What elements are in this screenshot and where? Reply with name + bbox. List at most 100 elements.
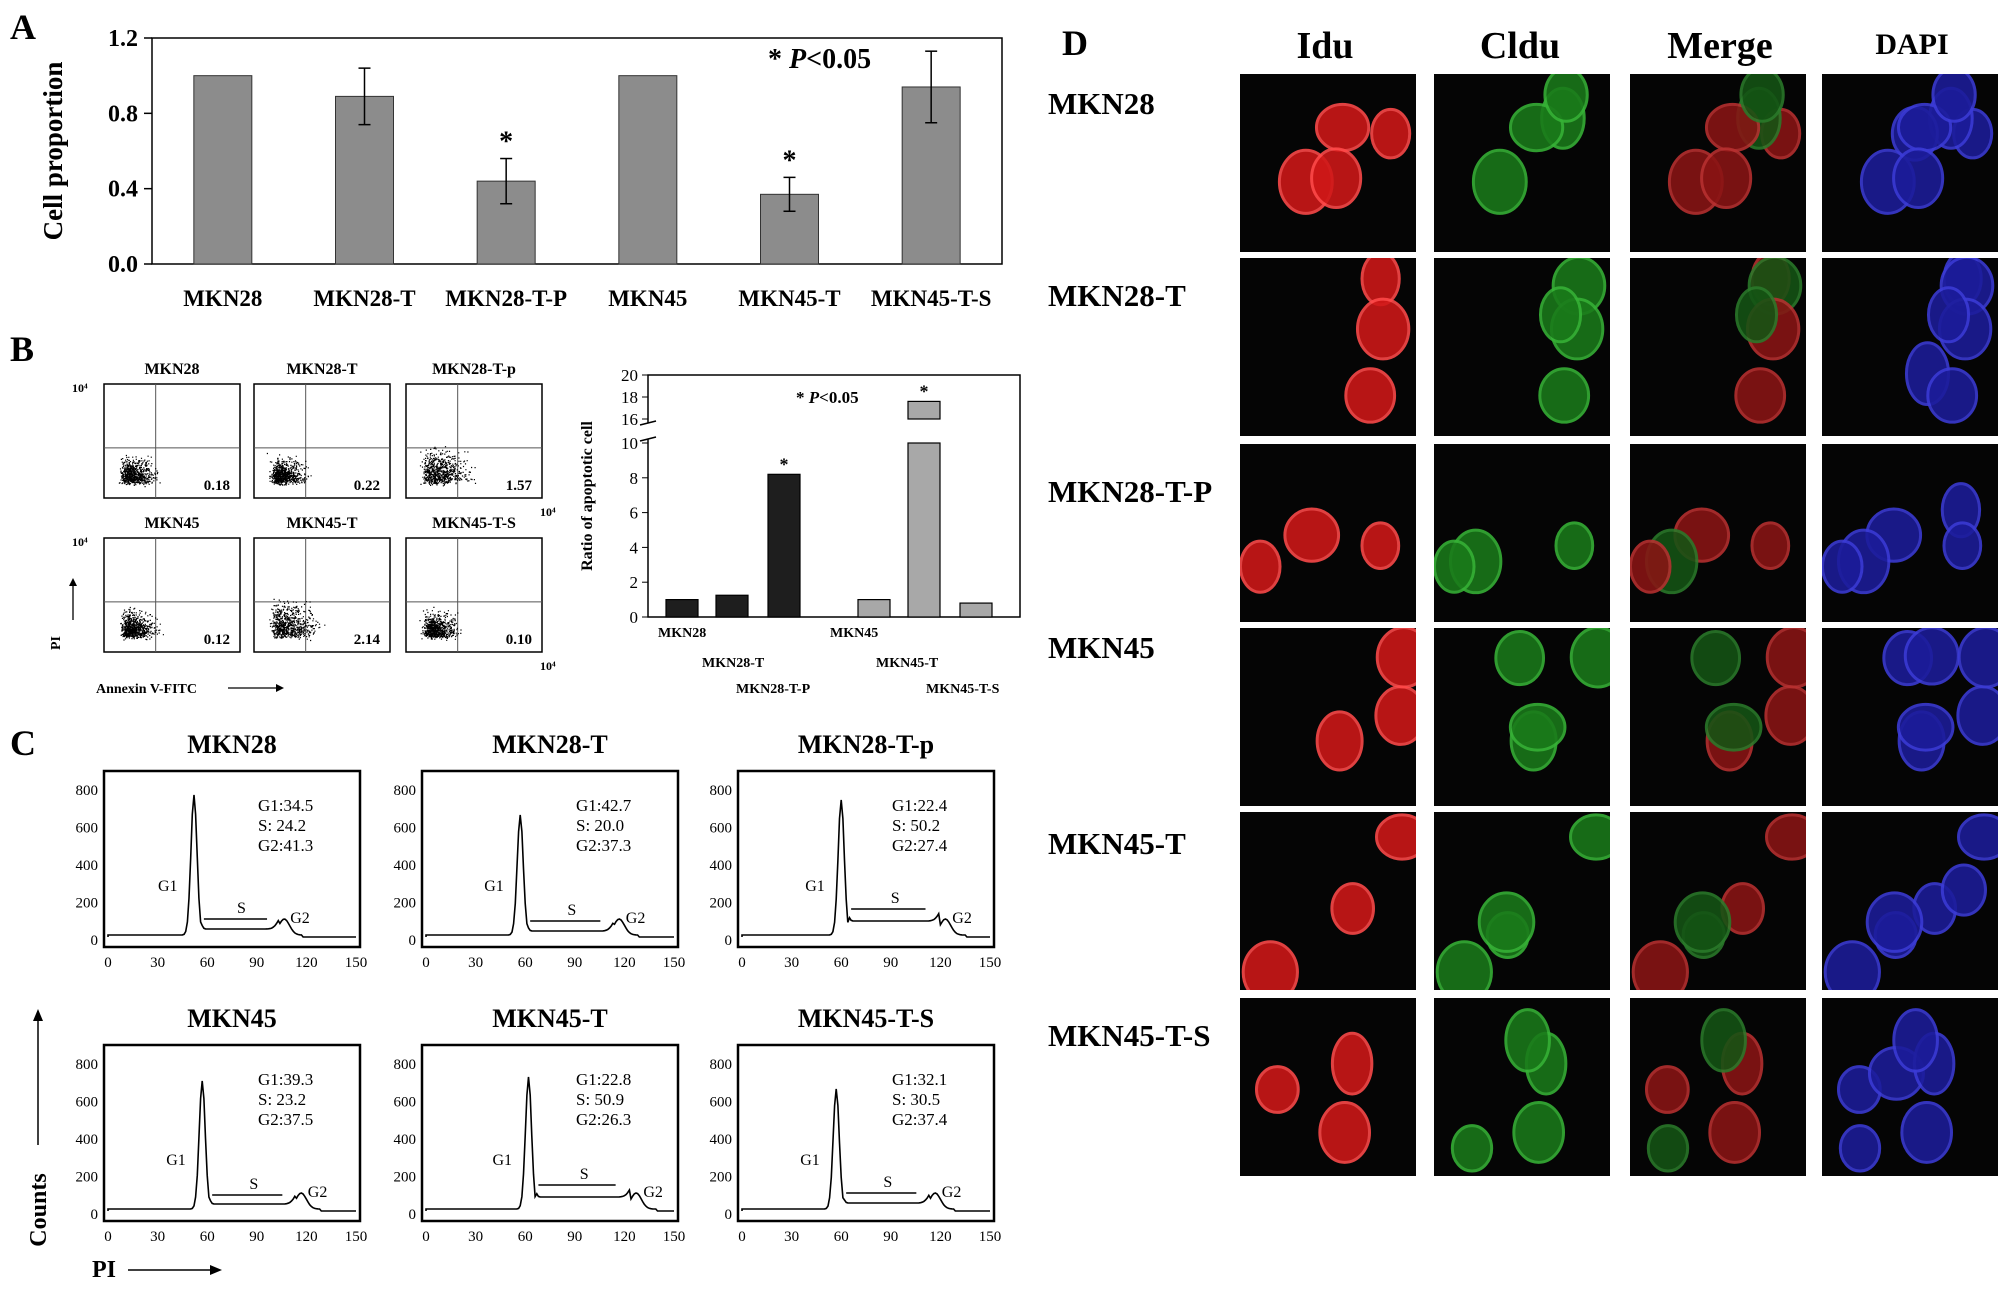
axis-break-mark: [639, 436, 657, 442]
x-tick-label: 60: [200, 1229, 215, 1245]
microscopy-image: [1240, 628, 1416, 806]
x-tick-label: MKN28-T: [313, 286, 415, 310]
cell-nucleus: [1765, 628, 1806, 689]
flow-plot: MKN28-T 0.22: [253, 361, 391, 499]
microscopy-image-content: [1494, 628, 1610, 772]
cell-nucleus: [1765, 813, 1806, 861]
y-scale-label: 10⁴: [72, 535, 88, 549]
axis-break-gap: [642, 423, 654, 439]
microscopy-image: [1240, 74, 1416, 252]
x-tick-label: 30: [468, 955, 483, 971]
y-tick-label: 6: [630, 504, 639, 523]
cell-nucleus: [1240, 539, 1282, 594]
microscopy-image: [1822, 812, 1998, 990]
histogram: MKN45 0 200 400 600 800 0 30 60 90 120 150 G1 S G2 G1:3…: [76, 1004, 368, 1245]
x-tick-label: 120: [929, 955, 952, 971]
significance-star: *: [783, 145, 797, 176]
microscopy-image: [1822, 998, 1998, 1176]
cell-nucleus: [1471, 148, 1528, 215]
microscopy-image: [1240, 998, 1416, 1176]
g2-stat: G2:27.4: [892, 836, 948, 855]
y-axis-label: Counts: [26, 1173, 52, 1246]
x-tick-label: 30: [784, 955, 799, 971]
microscopy-image-content: [1254, 1031, 1374, 1164]
flow-plot-title: MKN28: [144, 361, 199, 378]
g2-stat: G2:26.3: [576, 1110, 631, 1129]
bar-upper: [907, 400, 941, 420]
y-axis-label: PI: [49, 636, 64, 650]
peak-label: G1: [493, 1152, 513, 1169]
peak-label: G2: [290, 910, 310, 927]
microscopy-image-content: [1836, 1008, 1956, 1173]
x-tick-label: 90: [883, 1229, 898, 1245]
bar: [715, 594, 749, 618]
microscopy-image-content: [1344, 258, 1411, 424]
microscopy-image: [1240, 258, 1416, 436]
cell-nucleus: [1903, 628, 1960, 686]
g2-stat: G2:41.3: [258, 836, 313, 855]
flow-plot: MKN28-T-p 1.57 10⁴: [405, 361, 556, 519]
g2-stat: G2:37.5: [258, 1110, 313, 1129]
x-tick-label: 30: [150, 955, 165, 971]
peak-label: G2: [643, 1184, 663, 1201]
cell-nucleus: [1318, 1101, 1372, 1164]
cell-nucleus: [1374, 685, 1416, 746]
x-axis-label: Annexin V-FITC: [96, 682, 197, 697]
x-tick-label: 60: [834, 1229, 849, 1245]
bar: [857, 599, 891, 618]
g1-stat: G1:32.1: [892, 1070, 947, 1089]
x-tick-label: 30: [784, 1229, 799, 1245]
cell-nucleus: [1956, 685, 1998, 746]
bar: [767, 473, 801, 618]
x-tick-label: 150: [979, 1229, 1002, 1245]
y-tick-label: 800: [710, 783, 733, 799]
cell-nucleus: [1892, 147, 1945, 210]
peak-label: S: [567, 902, 576, 919]
cell-nucleus: [1283, 507, 1341, 563]
flow-dots: [118, 454, 161, 488]
y-tick-label: 0.4: [108, 177, 138, 203]
histogram: MKN45-T 0 200 400 600 800 0 30 60 90 120 150 G1 S G2 G1…: [394, 1004, 686, 1245]
y-tick-label: 400: [710, 1132, 733, 1148]
panel-a-chart: 0.0 0.4 0.8 1.2 Cell proportion MKN28 MKN28-T *…: [38, 26, 1003, 310]
y-tick-label: 0: [725, 1207, 733, 1223]
x-tick-label: 120: [295, 1229, 318, 1245]
significance-star: *: [920, 381, 929, 401]
plot-frame: [647, 374, 1021, 618]
histogram-title: MKN28: [187, 730, 277, 759]
y-tick-label: 0: [409, 1207, 417, 1223]
cell-nucleus: [1241, 940, 1299, 990]
cell-nucleus: [1708, 1101, 1762, 1164]
microscopy-image: [1822, 258, 1998, 436]
column-header-dapi: DAPI: [1875, 28, 1949, 61]
flow-plot: MKN45 0.12 10⁴: [72, 515, 241, 653]
x-tick-label: 120: [613, 1229, 636, 1245]
x-tick-label: 0: [422, 1229, 430, 1245]
cell-nucleus: [1569, 628, 1610, 689]
microscopy-image: [1434, 812, 1610, 990]
y-tick-label: 200: [76, 1170, 99, 1186]
y-tick-label: 0.0: [108, 252, 138, 278]
cell-nucleus: [1690, 629, 1742, 687]
flow-value: 0.12: [204, 632, 230, 648]
histogram-frame: [420, 769, 680, 949]
x-tick-label: MKN45-T: [876, 656, 939, 671]
row-label-mkn28-t: MKN28-T: [1048, 278, 1186, 313]
cell-nucleus: [1508, 102, 1565, 153]
histogram-frame: [736, 769, 996, 949]
x-tick-label: 60: [834, 955, 849, 971]
flow-plot: MKN45-T-S 0.10 10⁴: [405, 515, 556, 673]
y-tick-label: 18: [621, 388, 638, 407]
cell-nucleus: [1504, 1008, 1551, 1073]
microscopy-image: [1434, 444, 1610, 622]
x-tick-label: MKN28: [183, 286, 262, 310]
x-tick-label: 0: [104, 1229, 112, 1245]
y-tick-label: 200: [394, 1170, 417, 1186]
x-tick-label: 150: [663, 1229, 686, 1245]
microscopy-image-content: [1435, 813, 1610, 990]
cell-nucleus: [1543, 74, 1589, 123]
histogram-frame: [420, 1043, 680, 1223]
y-tick-label: 400: [710, 858, 733, 874]
panel-b-letter: B: [10, 329, 35, 369]
microscopy-image-content: [1631, 813, 1806, 990]
